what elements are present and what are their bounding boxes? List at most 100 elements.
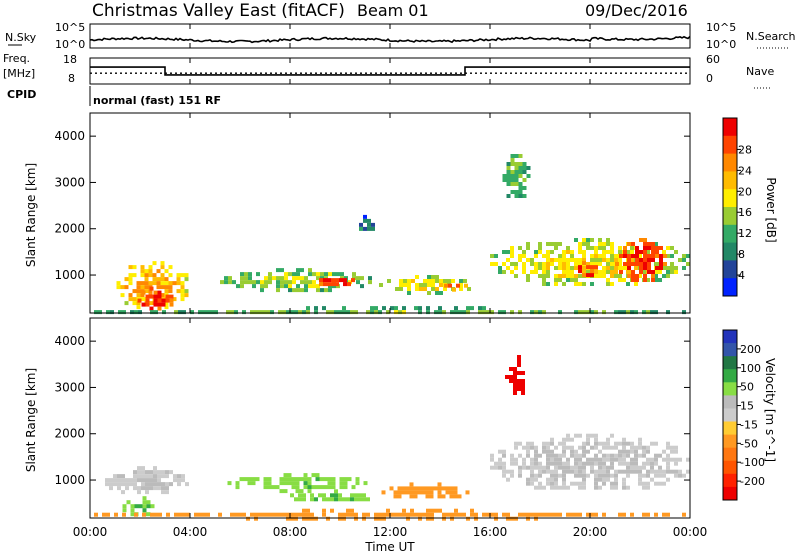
heatmap-cell <box>610 473 614 478</box>
heatmap-cell <box>168 285 173 290</box>
heatmap-cell <box>647 246 651 250</box>
heatmap-cell <box>542 270 546 274</box>
heatmap-cell <box>506 194 511 198</box>
heatmap-cell <box>267 485 272 490</box>
velocity-ylabel: Slant Range [km] <box>24 368 38 472</box>
heatmap-cell <box>646 469 650 474</box>
heatmap-cell <box>654 512 658 517</box>
heatmap-cell <box>144 281 149 286</box>
heatmap-cell <box>117 474 121 479</box>
heatmap-cell <box>546 457 550 462</box>
heatmap-cell <box>366 512 370 517</box>
heatmap-cell <box>578 481 582 486</box>
heatmap-cell <box>334 310 338 315</box>
heatmap-cell <box>307 477 312 482</box>
heatmap-cell <box>606 242 610 246</box>
heatmap-cell <box>312 280 316 285</box>
heatmap-cell <box>133 482 137 487</box>
heatmap-cell <box>542 445 546 450</box>
heatmap-cell <box>506 516 510 521</box>
heatmap-cell <box>502 262 506 266</box>
heatmap-cell <box>250 512 254 517</box>
heatmap-cell <box>626 282 630 286</box>
heatmap-cell <box>244 272 248 277</box>
heatmap-cell <box>558 465 562 470</box>
heatmap-cell <box>109 478 113 483</box>
heatmap-cell <box>295 485 300 490</box>
heatmap-cell <box>619 254 623 258</box>
heatmap-cell <box>606 453 610 458</box>
velocity-colorbar-label: 100 <box>740 362 761 375</box>
heatmap-cell <box>582 473 586 478</box>
heatmap-cell <box>323 485 328 490</box>
velocity-colorbar-label: 200 <box>740 343 761 356</box>
heatmap-cell <box>224 280 228 285</box>
heatmap-cell <box>303 485 308 490</box>
heatmap-cell <box>156 269 161 274</box>
heatmap-cell <box>513 383 517 387</box>
heatmap-cell <box>610 246 614 250</box>
heatmap-cell <box>670 262 674 266</box>
heatmap-cell <box>150 512 154 517</box>
heatmap-cell <box>330 508 334 513</box>
heatmap-cell <box>137 486 141 491</box>
heatmap-cell <box>546 262 550 266</box>
heatmap-cell <box>574 266 578 270</box>
heatmap-cell <box>514 170 519 174</box>
heatmap-cell <box>630 449 634 454</box>
heatmap-cell <box>283 473 288 478</box>
heatmap-cell <box>602 457 606 462</box>
heatmap-cell <box>566 262 570 266</box>
heatmap-cell <box>378 512 382 517</box>
heatmap-cell <box>398 310 402 315</box>
heatmap-cell <box>358 493 362 498</box>
heatmap-cell <box>124 277 129 282</box>
heatmap-cell <box>327 477 332 482</box>
heatmap-cell <box>674 445 678 450</box>
heatmap-cell <box>368 280 372 285</box>
heatmap-cell <box>418 310 422 315</box>
heatmap-cell <box>530 512 534 517</box>
heatmap-cell <box>502 449 506 454</box>
heatmap-cell <box>606 278 610 282</box>
heatmap-cell <box>634 453 638 458</box>
heatmap-cell <box>410 512 414 517</box>
heatmap-cell <box>631 274 635 278</box>
heatmap-cell <box>374 306 378 311</box>
heatmap-cell <box>105 478 109 483</box>
heatmap-cell <box>518 453 522 458</box>
heatmap-cell <box>360 284 364 289</box>
heatmap-cell <box>454 310 458 315</box>
heatmap-cell <box>602 453 606 458</box>
heatmap-cell <box>558 512 562 517</box>
heatmap-cell <box>490 512 494 517</box>
heatmap-cell <box>502 512 506 517</box>
heatmap-cell <box>279 477 284 482</box>
power-colorbar-frame <box>722 117 738 297</box>
heatmap-cell <box>363 214 367 219</box>
heatmap-cell <box>152 281 157 286</box>
heatmap-cell <box>570 453 574 458</box>
heatmap-cell <box>578 465 582 470</box>
heatmap-cell <box>550 469 554 474</box>
heatmap-cell <box>510 182 515 186</box>
heatmap-cell <box>562 250 566 254</box>
heatmap-cell <box>367 226 371 231</box>
heatmap-cell <box>202 512 206 517</box>
heatmap-cell <box>248 280 252 285</box>
heatmap-cell <box>456 283 460 288</box>
heatmap-cell <box>255 477 260 482</box>
heatmap-cell <box>402 306 406 311</box>
heatmap-cell <box>446 512 450 517</box>
heatmap-cell <box>562 254 566 258</box>
heatmap-cell <box>182 310 186 315</box>
heatmap-cell <box>252 284 256 289</box>
heatmap-cell <box>220 280 224 285</box>
heatmap-cell <box>582 445 586 450</box>
heatmap-cell <box>322 512 326 517</box>
heatmap-cell <box>494 461 498 466</box>
heatmap-cell <box>634 282 638 286</box>
heatmap-cell <box>642 453 646 458</box>
heatmap-cell <box>94 512 98 517</box>
heatmap-cell <box>578 265 582 270</box>
